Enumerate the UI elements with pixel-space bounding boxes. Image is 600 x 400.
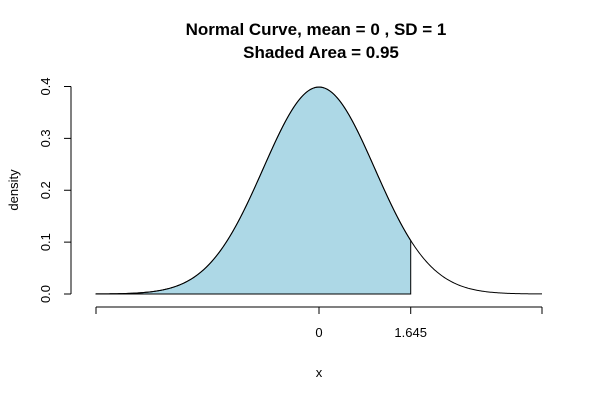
y-tick-label-3: 0.3 [38,129,53,147]
density-curve [95,86,543,295]
y-tick-label-4: 0.4 [38,77,53,95]
chart-title-line1: Normal Curve, mean = 0 , SD = 1 [186,20,447,39]
x-tick-label-2: 1.645 [394,325,427,340]
plot-area: 0 1.645 0.0 0.1 0.2 0.3 0.4 [38,77,543,340]
y-tick-label-2: 0.2 [38,181,53,199]
chart-title-line2: Shaded Area = 0.95 [243,43,399,62]
x-axis-label: x [316,365,323,380]
y-axis-label: density [6,169,21,211]
y-tick-label-0: 0.0 [38,285,53,303]
x-tick-label-1: 0 [315,325,322,340]
y-tick-label-1: 0.1 [38,233,53,251]
